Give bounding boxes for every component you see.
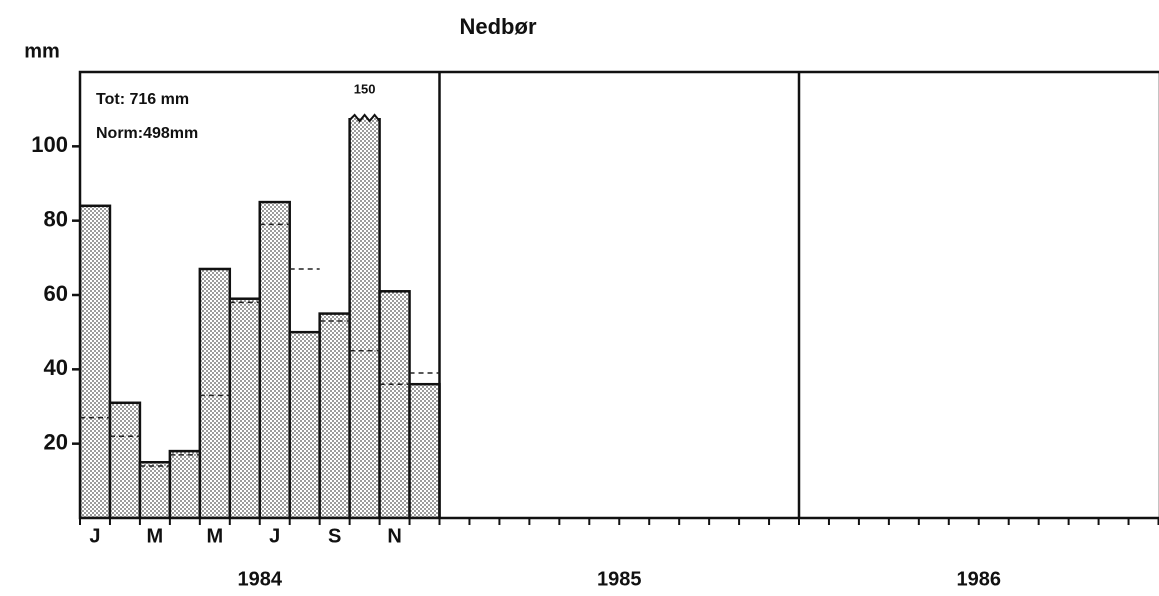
bars	[80, 118, 441, 518]
y-axis-label: mm	[24, 40, 60, 62]
y-tick-label: 60	[44, 281, 68, 306]
y-tick-label: 100	[31, 132, 68, 157]
bar-break	[348, 113, 381, 123]
bar	[258, 200, 291, 518]
bar	[80, 204, 112, 518]
bar	[198, 267, 232, 518]
x-tick-label: M	[147, 525, 164, 547]
bar	[408, 382, 441, 518]
panel-label: 1985	[597, 568, 642, 590]
panel-label: 1986	[957, 568, 1002, 590]
x-tick-label: S	[328, 525, 341, 547]
bar	[348, 118, 381, 518]
y-tick-label: 20	[44, 429, 68, 454]
y-tick-label: 80	[44, 206, 68, 231]
y-tick-label: 40	[44, 355, 68, 380]
x-tick-label: N	[387, 525, 401, 547]
annotation: Norm:498mm	[96, 125, 198, 142]
bar	[288, 330, 321, 518]
chart-title: Nedbør	[460, 14, 537, 39]
bar	[138, 461, 172, 518]
x-tick-label: M	[206, 525, 223, 547]
panel-label: 1984	[238, 568, 283, 590]
bar	[168, 449, 202, 518]
x-tick-label: J	[89, 525, 100, 547]
value-label: 150	[354, 81, 376, 96]
bar	[378, 290, 411, 518]
bar	[108, 401, 142, 518]
annotation: Tot: 716 mm	[96, 91, 189, 108]
bar	[228, 297, 262, 518]
bar	[318, 312, 351, 518]
x-tick-label: J	[269, 525, 280, 547]
